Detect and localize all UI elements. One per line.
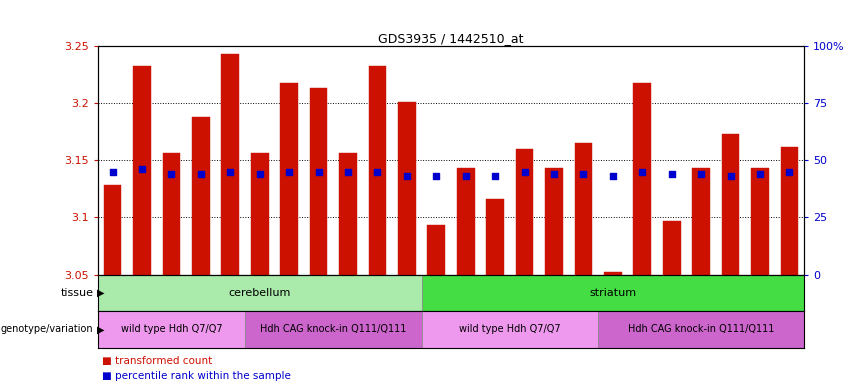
Bar — [340, 154, 357, 275]
Bar — [245, 311, 421, 348]
Text: wild type Hdh Q7/Q7: wild type Hdh Q7/Q7 — [459, 324, 561, 334]
Point — [724, 173, 738, 179]
Point — [194, 171, 208, 177]
Bar — [633, 83, 651, 275]
Bar — [163, 154, 180, 275]
Text: cerebellum: cerebellum — [229, 288, 291, 298]
Text: ▶: ▶ — [97, 324, 105, 334]
Bar — [368, 66, 386, 275]
Bar — [486, 199, 504, 275]
Point — [164, 171, 178, 177]
Point — [547, 171, 561, 177]
Bar — [251, 154, 269, 275]
Text: ■ transformed count: ■ transformed count — [102, 356, 213, 366]
Point — [224, 169, 237, 175]
Point — [783, 169, 797, 175]
Text: genotype/variation: genotype/variation — [1, 324, 94, 334]
Text: striatum: striatum — [590, 288, 637, 298]
Bar — [421, 275, 804, 311]
Bar — [598, 311, 804, 348]
Point — [753, 171, 767, 177]
Bar — [192, 117, 209, 275]
Point — [517, 169, 531, 175]
Bar — [221, 54, 239, 275]
Bar — [722, 134, 740, 275]
Title: GDS3935 / 1442510_at: GDS3935 / 1442510_at — [379, 32, 523, 45]
Bar — [427, 225, 445, 275]
Bar — [98, 275, 421, 311]
Bar — [545, 168, 563, 275]
Point — [253, 171, 266, 177]
Point — [430, 173, 443, 179]
Bar — [604, 272, 622, 275]
Bar — [780, 147, 798, 275]
Bar — [280, 83, 298, 275]
Point — [400, 173, 414, 179]
Point — [665, 171, 678, 177]
Bar — [663, 221, 681, 275]
Point — [311, 169, 325, 175]
Text: Hdh CAG knock-in Q111/Q111: Hdh CAG knock-in Q111/Q111 — [260, 324, 407, 334]
Bar — [104, 185, 122, 275]
Bar — [398, 102, 415, 275]
Text: Hdh CAG knock-in Q111/Q111: Hdh CAG knock-in Q111/Q111 — [628, 324, 774, 334]
Point — [488, 173, 502, 179]
Point — [106, 169, 119, 175]
Text: wild type Hdh Q7/Q7: wild type Hdh Q7/Q7 — [121, 324, 222, 334]
Text: tissue: tissue — [60, 288, 94, 298]
Bar — [98, 311, 245, 348]
Text: ■ percentile rank within the sample: ■ percentile rank within the sample — [102, 371, 291, 381]
Point — [577, 171, 591, 177]
Bar — [133, 66, 151, 275]
Bar — [421, 311, 598, 348]
Bar — [516, 149, 534, 275]
Bar — [310, 88, 328, 275]
Point — [694, 171, 708, 177]
Bar — [693, 168, 710, 275]
Point — [341, 169, 355, 175]
Bar — [457, 168, 475, 275]
Bar — [574, 143, 592, 275]
Point — [371, 169, 385, 175]
Point — [606, 173, 620, 179]
Point — [636, 169, 649, 175]
Point — [459, 173, 472, 179]
Bar — [751, 168, 768, 275]
Text: ▶: ▶ — [97, 288, 105, 298]
Point — [135, 166, 149, 172]
Point — [283, 169, 296, 175]
